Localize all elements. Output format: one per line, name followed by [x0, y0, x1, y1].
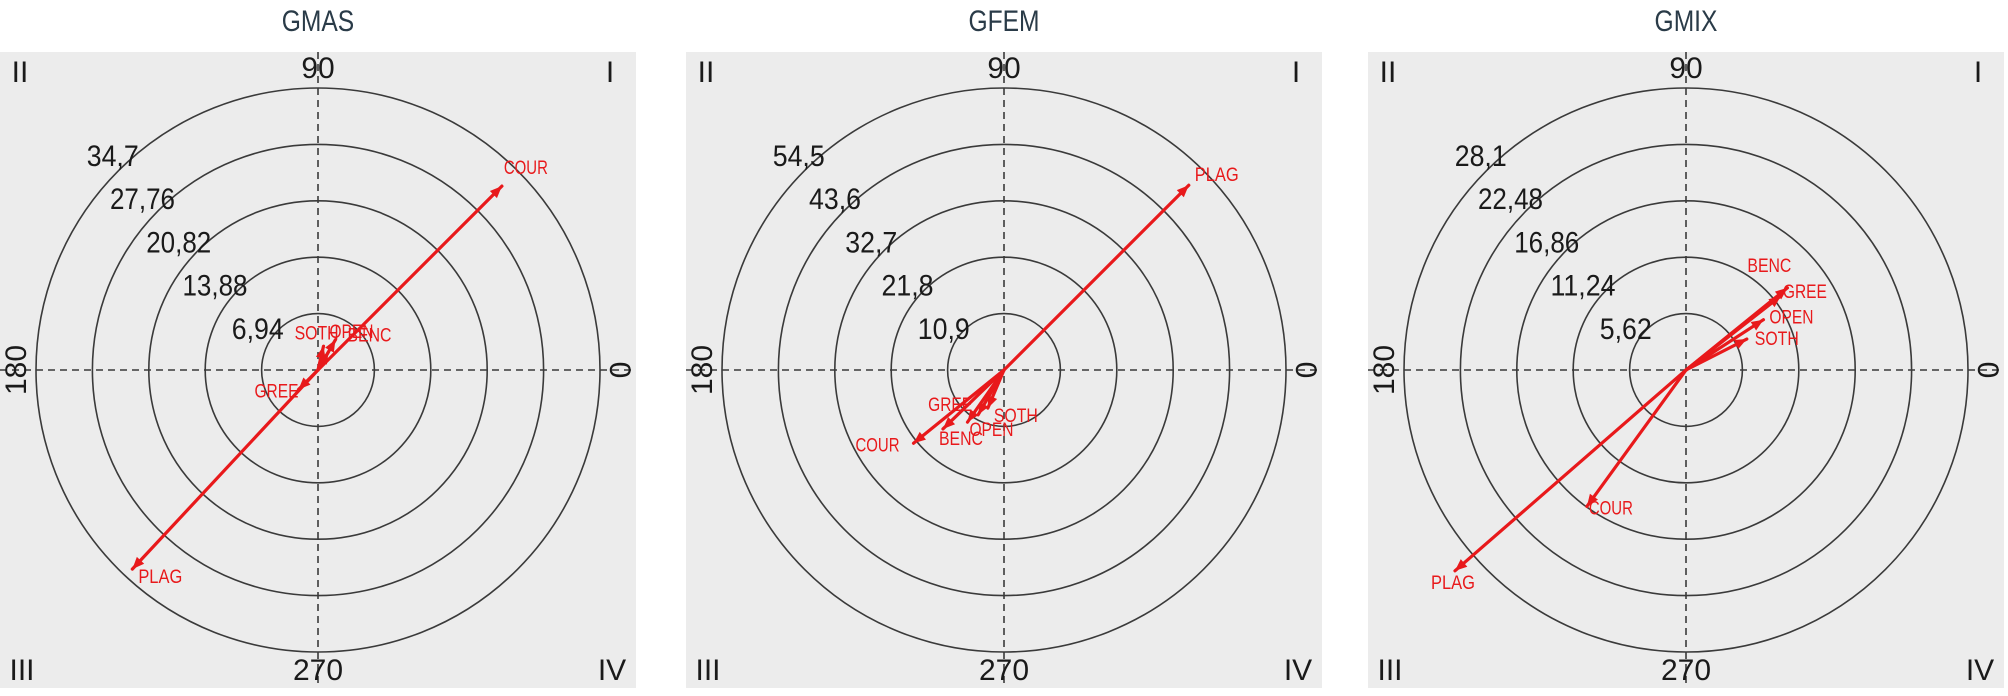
radial-tick-label: 32,7 [845, 226, 897, 259]
vector-arrowhead [1774, 287, 1788, 300]
vector-arrowhead [1733, 339, 1747, 349]
vector-label-open: OPEN [969, 420, 1013, 441]
vector-label-benc: BENC [939, 429, 983, 450]
vector-arrowhead [1768, 295, 1781, 308]
quadrant-label-ii: II [12, 56, 29, 89]
vector-arrowhead [1750, 319, 1764, 331]
vector-arrowhead [987, 395, 998, 409]
vector-plag [1453, 368, 1688, 573]
vector-label-cour: COUR [504, 158, 548, 179]
radial-tick-label: 28,1 [1455, 140, 1507, 173]
vector-arrowhead [1176, 185, 1189, 198]
radial-tick-label: 5,62 [1600, 313, 1652, 346]
vector-label-open: OPEN [329, 322, 373, 343]
chart-title: GFEM [968, 5, 1040, 38]
vector-arrowhead [489, 186, 502, 199]
quadrant-label-iii: III [1377, 654, 1402, 687]
quadrant-label-i: I [606, 56, 614, 89]
angle-label-180: 180 [686, 345, 719, 395]
vector-open [1684, 318, 1766, 372]
chart-panel-gmix: GMIX 5,62 11,24 16,86 22,48 28,1 90 270 180 0 I II… [1368, 0, 2004, 696]
radial-tick-label: 43,6 [809, 183, 861, 216]
vector-label-benc: BENC [347, 326, 391, 347]
vector-label-gree: GREE [254, 382, 298, 403]
chart-title: GMAS [281, 5, 355, 38]
polar-plot-area: 10,9 21,8 32,7 43,6 54,5 90 270 180 0 I II III IV PLA… [686, 52, 1322, 688]
vector-label-benc: BENC [1747, 256, 1791, 277]
angle-label-0: 0 [603, 362, 636, 379]
quadrant-label-i: I [1292, 56, 1300, 89]
vector-benc [941, 368, 1006, 431]
angle-label-90: 90 [301, 52, 334, 85]
vector-arrowhead [318, 351, 329, 365]
radial-tick-label: 16,86 [1514, 226, 1579, 259]
radial-tick-label: 11,24 [1550, 270, 1615, 303]
vector-label-gree: GREE [1783, 282, 1827, 303]
vector-cour [316, 184, 504, 372]
vector-label-gree: GREE [928, 395, 972, 416]
vector-arrowhead [132, 556, 145, 570]
radial-tick-label: 34,7 [87, 140, 139, 173]
radial-tick-label: 13,88 [182, 270, 247, 303]
chart-title: GMIX [1654, 5, 1718, 38]
radial-tick-label: 54,5 [773, 140, 825, 173]
polar-plot-area: 5,62 11,24 16,86 22,48 28,1 90 270 180 0 I II III IV… [1368, 52, 2004, 688]
radial-tick-label: 10,9 [918, 313, 970, 346]
angle-label-270: 270 [979, 654, 1029, 687]
radial-tick-label: 27,76 [110, 183, 175, 216]
vector-cour [911, 368, 1006, 445]
chart-panel-gmas: GMAS 6,94 13,88 20,82 27,76 34,7 90 270 180 0 I II… [0, 0, 636, 696]
quadrant-label-iii: III [9, 654, 34, 687]
radial-tick-label: 22,48 [1478, 183, 1543, 216]
vector-arrowhead [325, 339, 336, 353]
radial-tick-label: 20,82 [146, 226, 211, 259]
radial-tick-label: 6,94 [232, 313, 284, 346]
vector-label-open: OPEN [1769, 308, 1813, 329]
quadrant-label-iv: IV [1284, 654, 1312, 687]
angle-label-180: 180 [0, 345, 33, 395]
vector-label-plag: PLAG [1431, 573, 1475, 594]
angle-label-180: 180 [1368, 345, 1401, 395]
vector-arrowhead [978, 401, 989, 415]
vector-label-soth: SOTH [1755, 329, 1799, 350]
quadrant-label-iii: III [695, 654, 720, 687]
vector-plag [130, 368, 320, 571]
angle-label-0: 0 [1289, 362, 1322, 379]
vector-label-plag: PLAG [138, 567, 182, 588]
vector-arrowhead [913, 431, 926, 444]
vector-arrowhead [967, 409, 979, 423]
vector-label-plag: PLAG [1195, 165, 1239, 186]
vector-arrowhead [298, 377, 311, 390]
quadrant-label-iv: IV [598, 654, 626, 687]
vector-arrowhead [942, 417, 956, 429]
radial-tick-label: 21,8 [881, 270, 933, 303]
polar-plot-area: 6,94 13,88 20,82 27,76 34,7 90 270 180 0 I II III IV… [0, 52, 636, 688]
quadrant-label-i: I [1974, 56, 1982, 89]
angle-label-270: 270 [293, 654, 343, 687]
vector-label-cour: COUR [1589, 498, 1633, 519]
quadrant-label-ii: II [698, 56, 715, 89]
vector-label-cour: COUR [856, 435, 900, 456]
vector-arrowhead [1454, 559, 1468, 571]
angle-label-0: 0 [1971, 362, 2004, 379]
vector-plag [1002, 183, 1191, 372]
vector-label-soth: SOTH [295, 324, 339, 345]
quadrant-label-ii: II [1380, 56, 1397, 89]
vector-gree [1684, 294, 1783, 372]
vector-arrowhead [1586, 493, 1598, 507]
vector-cour [1585, 368, 1688, 508]
vector-label-soth: SOTH [994, 406, 1038, 427]
quadrant-label-iv: IV [1966, 654, 1994, 687]
angle-label-270: 270 [1661, 654, 1711, 687]
chart-panel-gfem: GFEM 10,9 21,8 32,7 43,6 54,5 90 270 180 0 I II III… [686, 0, 1322, 696]
angle-label-90: 90 [1669, 52, 1702, 85]
angle-label-90: 90 [987, 52, 1020, 85]
